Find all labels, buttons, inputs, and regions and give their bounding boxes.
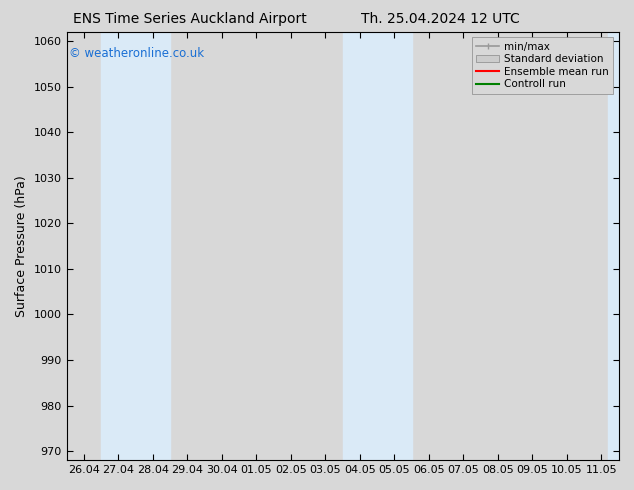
- Text: © weatheronline.co.uk: © weatheronline.co.uk: [69, 47, 204, 60]
- Text: ENS Time Series Auckland Airport: ENS Time Series Auckland Airport: [74, 12, 307, 26]
- Bar: [342, 32, 411, 460]
- Legend: min/max, Standard deviation, Ensemble mean run, Controll run: min/max, Standard deviation, Ensemble me…: [472, 37, 613, 94]
- Bar: [608, 32, 619, 460]
- Y-axis label: Surface Pressure (hPa): Surface Pressure (hPa): [15, 175, 28, 317]
- Bar: [101, 32, 170, 460]
- Text: Th. 25.04.2024 12 UTC: Th. 25.04.2024 12 UTC: [361, 12, 520, 26]
